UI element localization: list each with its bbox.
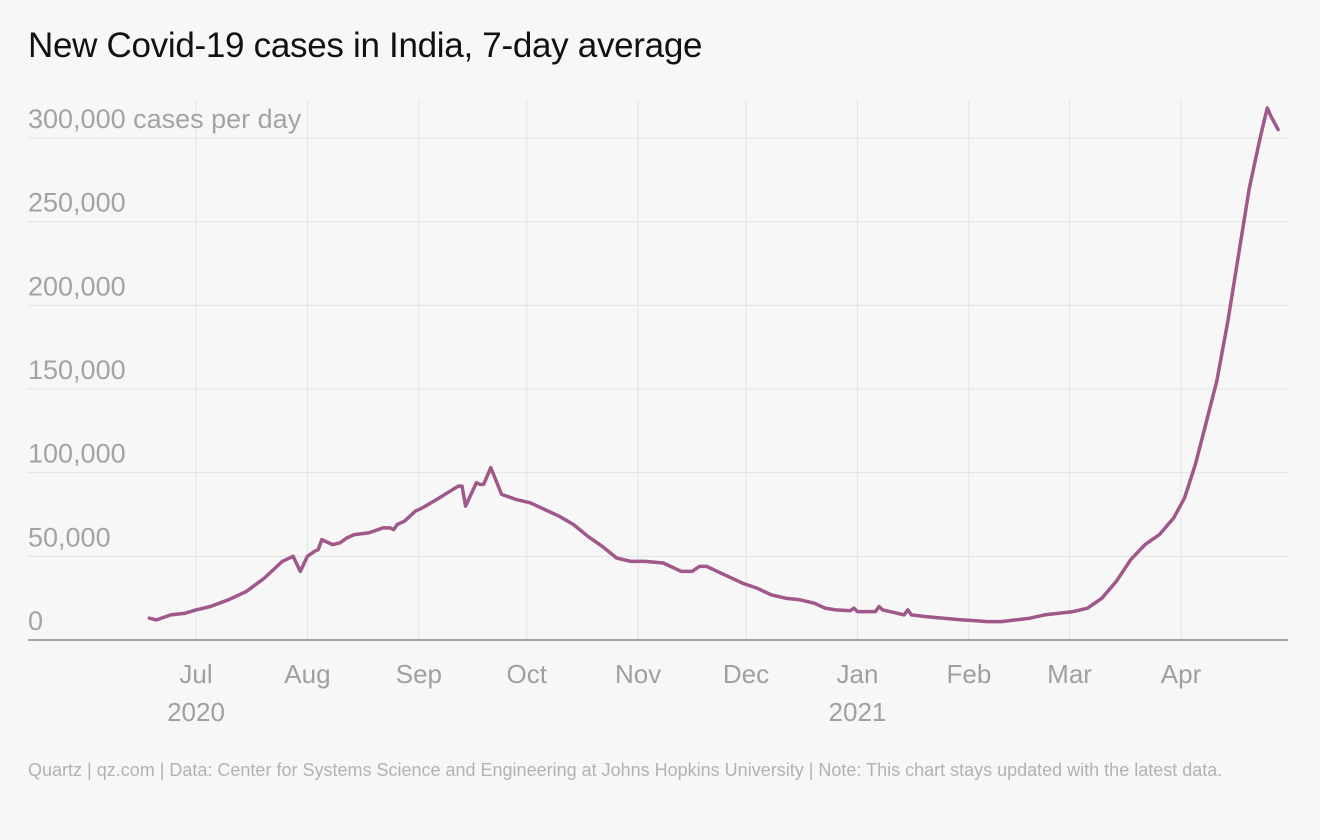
x-gridlines [195,100,1182,640]
x-tick-label: Jan [836,659,878,689]
series-line-cases [147,106,1280,624]
x-tick-label: Dec [723,659,769,689]
y-tick-label: 50,000 [28,522,111,552]
x-tick-label: Aug [284,659,330,689]
x-tick-label: Mar [1047,659,1092,689]
y-tick-label: 150,000 [28,355,126,385]
x-tick-label: Sep [396,659,442,689]
x-tick-labels: Jul 2020 Aug Sep Oct Nov Dec Jan 2021 Feb Mar Apr [167,659,1201,727]
y-tick-label: 100,000 [28,439,126,469]
y-gridlines [28,137,1288,557]
source-footer: Quartz | qz.com | Data: Center for Syste… [28,760,1223,780]
y-tick-label: 250,000 [28,188,126,218]
x-tick-label: Apr [1161,659,1202,689]
x-tick-label: Feb [946,659,991,689]
x-tick-label: Oct [507,659,548,689]
y-tick-label: 0 [28,606,43,636]
y-tick-labels: 0 50,000 100,000 150,000 200,000 250,000 300,0… [28,104,302,636]
chart-title: New Covid-19 cases in India, 7-day avera… [28,26,703,65]
y-tick-label: 200,000 [28,271,126,301]
x-year-label: 2020 [167,697,225,727]
x-year-label: 2021 [829,697,887,727]
y-tick-label: 300,000 cases per day [28,104,302,134]
x-tick-label: Jul [179,659,212,689]
x-tick-label: Nov [615,659,661,689]
